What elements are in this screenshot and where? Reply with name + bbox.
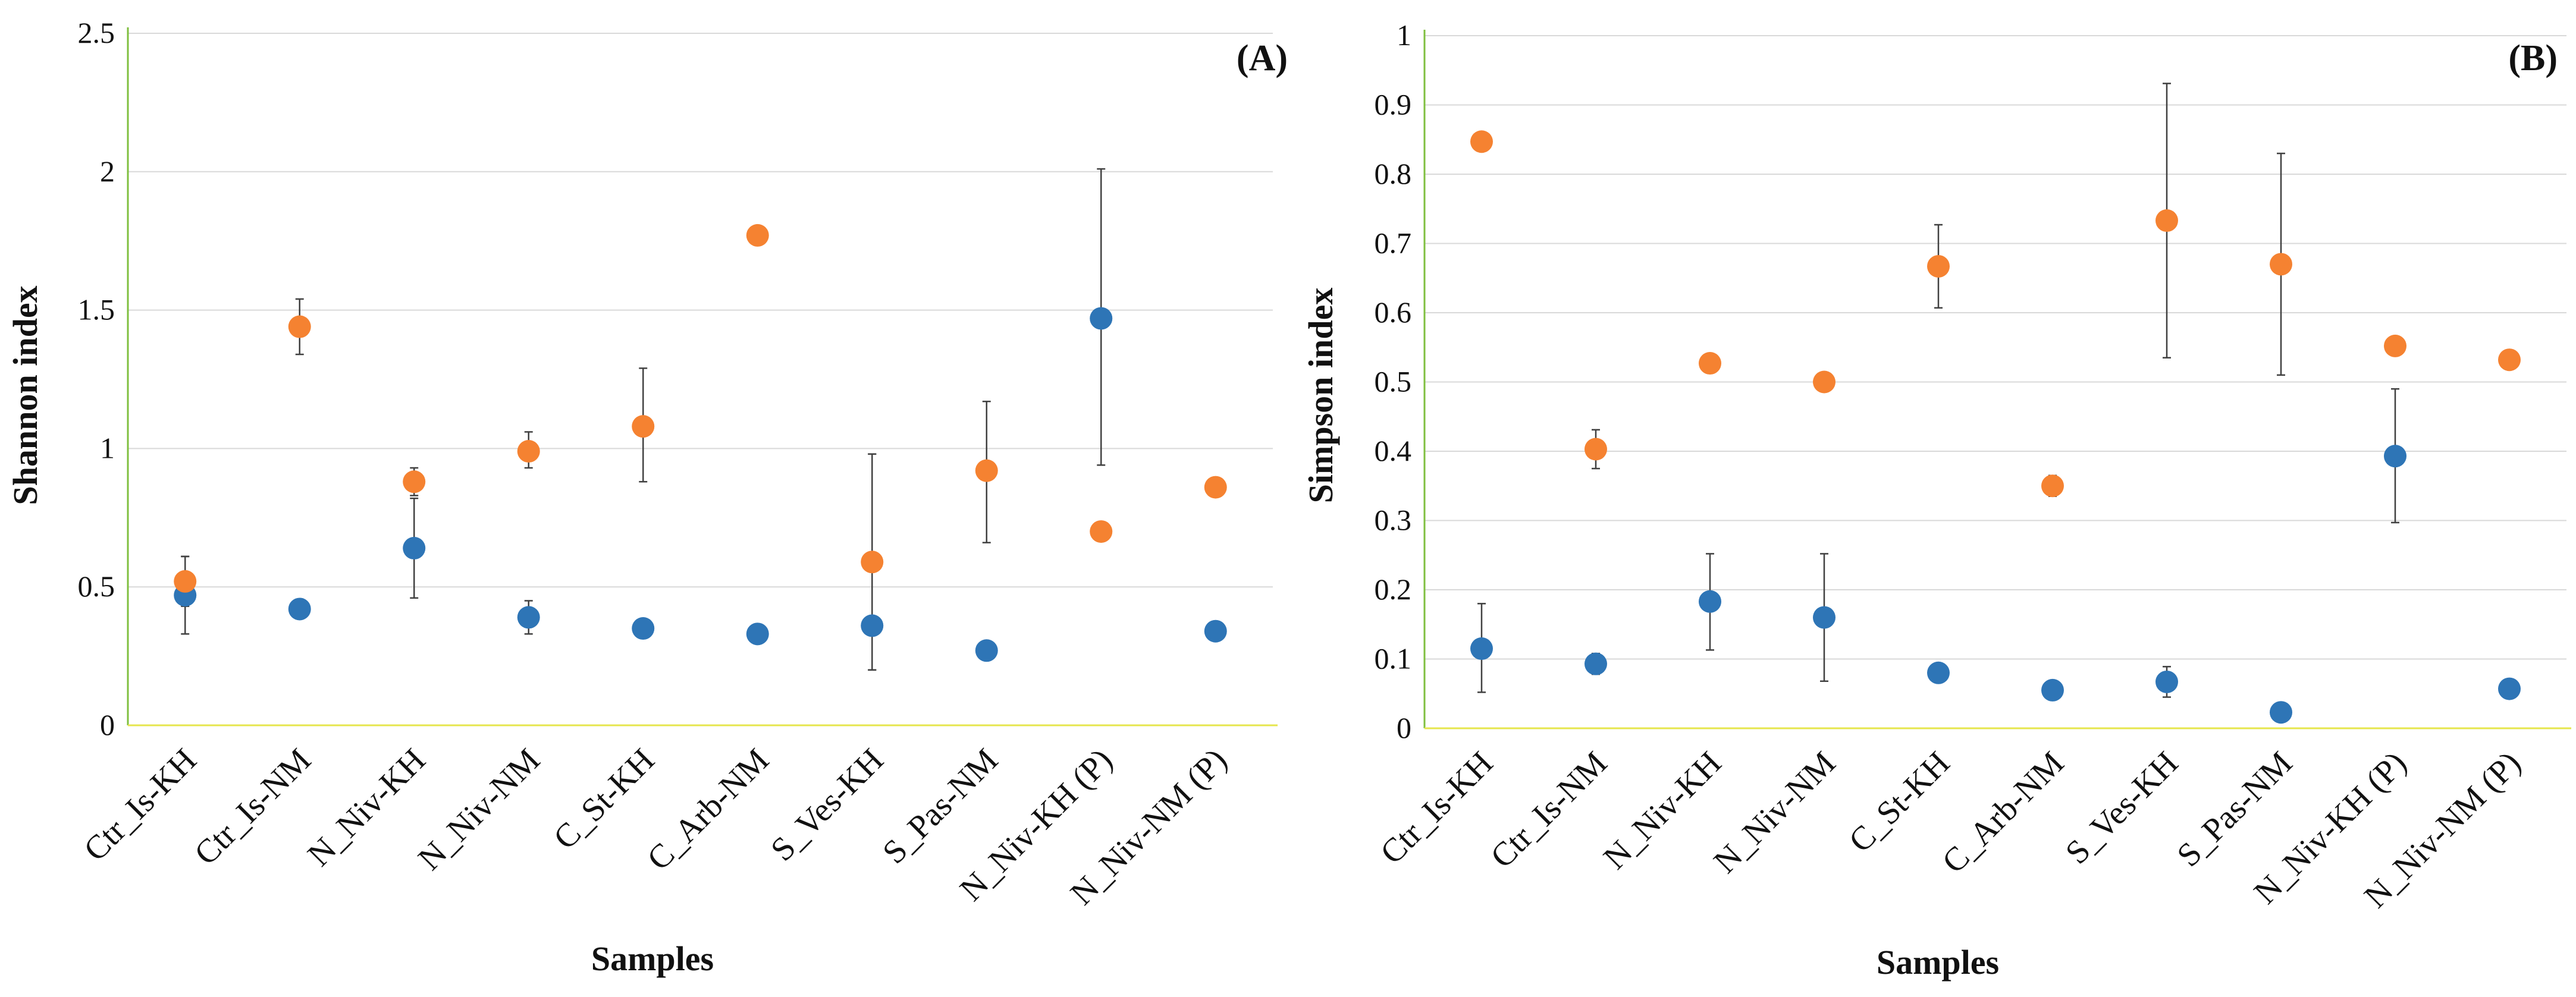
data-point-blue: [288, 597, 311, 621]
data-point-blue: [1090, 307, 1113, 330]
y-tick-label: 0: [1397, 711, 1411, 744]
data-point-orange: [517, 440, 540, 463]
x-tick-label: C_St-KH: [547, 741, 661, 856]
x-tick-label: N_Niv-NM: [411, 741, 547, 878]
data-point-blue: [2498, 677, 2521, 700]
y-tick-label: 1: [1397, 18, 1411, 52]
data-point-orange: [1470, 130, 1493, 153]
data-point-orange: [975, 459, 998, 482]
panel-label-b: (B): [2508, 38, 2558, 78]
data-point-orange: [403, 470, 426, 493]
data-point-orange: [1090, 520, 1113, 543]
data-point-orange: [2155, 209, 2178, 232]
x-tick-label: Ctr_Is-NM: [1483, 744, 1614, 875]
panel-b-simpson: 00.10.20.30.40.50.60.70.80.91 Ctr_Is-KHC…: [1301, 18, 2571, 982]
y-tick-label: 0.7: [1375, 227, 1412, 260]
data-point-blue: [1813, 606, 1835, 629]
y-tick-label: 0.9: [1375, 88, 1412, 121]
data-point-blue: [1927, 661, 1950, 684]
y-tick-label: 0.5: [78, 570, 115, 603]
x-tick-label: S_Ves-KH: [2059, 744, 2185, 871]
data-point-blue: [861, 614, 884, 637]
data-point-blue: [403, 537, 426, 560]
data-point-blue: [2155, 670, 2178, 693]
y-tick-label: 0.8: [1375, 157, 1412, 190]
data-point-blue: [1699, 590, 1721, 613]
y-tick-label: 2.5: [78, 16, 115, 49]
x-tick-label: C_Arb-NM: [640, 741, 776, 878]
data-point-blue: [975, 639, 998, 662]
data-point-blue: [2384, 445, 2406, 468]
y-tick-label: 0.5: [1375, 365, 1412, 398]
x-tick-label: S_Ves-KH: [764, 741, 890, 868]
data-point-blue: [746, 622, 769, 646]
data-point-orange: [1584, 438, 1607, 461]
data-point-orange: [632, 415, 655, 438]
data-point-orange: [746, 224, 769, 247]
y-tick-label: 1: [100, 431, 115, 464]
y-tick-label: 0.1: [1375, 642, 1412, 675]
data-point-blue: [2270, 701, 2292, 724]
data-point-orange: [2270, 253, 2292, 276]
data-point-orange: [2498, 348, 2521, 372]
data-point-blue: [1584, 652, 1607, 675]
x-tick-label: C_St-KH: [1842, 744, 1957, 859]
data-point-orange: [1927, 254, 1950, 278]
data-point-orange: [2041, 474, 2064, 498]
y-tick-label: 0.2: [1375, 573, 1412, 606]
data-point-orange: [174, 570, 197, 593]
y-tick-label: 0.6: [1375, 295, 1412, 329]
y-axis-title-simpson: Simpson index: [1301, 288, 1340, 504]
data-point-orange: [288, 315, 311, 338]
y-tick-label: 0: [100, 708, 115, 741]
data-point-orange: [1813, 370, 1835, 394]
x-axis-title-samples-b: Samples: [1877, 943, 1999, 982]
x-tick-label: Ctr_Is-NM: [187, 741, 318, 872]
y-tick-label: 0.4: [1375, 434, 1412, 467]
x-tick-label: N_Niv-NM: [1707, 744, 1843, 880]
x-axis-title-samples-a: Samples: [591, 939, 714, 978]
panel-a-shannon: 00.511.522.5 Ctr_Is-KHCtr_Is-NMN_Niv-KHN…: [6, 16, 1288, 978]
data-point-orange: [2384, 334, 2406, 357]
data-point-orange: [1699, 352, 1721, 375]
data-point-blue: [2041, 678, 2064, 702]
x-tick-label: Ctr_Is-KH: [77, 741, 203, 868]
y-axis-title-shannon: Shannon index: [6, 285, 45, 505]
x-tick-label: C_Arb-NM: [1935, 744, 2072, 880]
data-point-orange: [1204, 476, 1227, 499]
data-point-blue: [1204, 619, 1227, 643]
y-tick-label: 0.3: [1375, 504, 1412, 537]
y-tick-label: 1.5: [78, 293, 115, 326]
panel-label-a: (A): [1237, 38, 1288, 78]
data-point-orange: [861, 551, 884, 574]
y-tick-label: 2: [100, 155, 115, 188]
x-tick-label: Ctr_Is-KH: [1373, 744, 1500, 871]
data-point-blue: [1470, 637, 1493, 661]
data-point-blue: [517, 606, 540, 629]
data-point-blue: [632, 617, 655, 640]
